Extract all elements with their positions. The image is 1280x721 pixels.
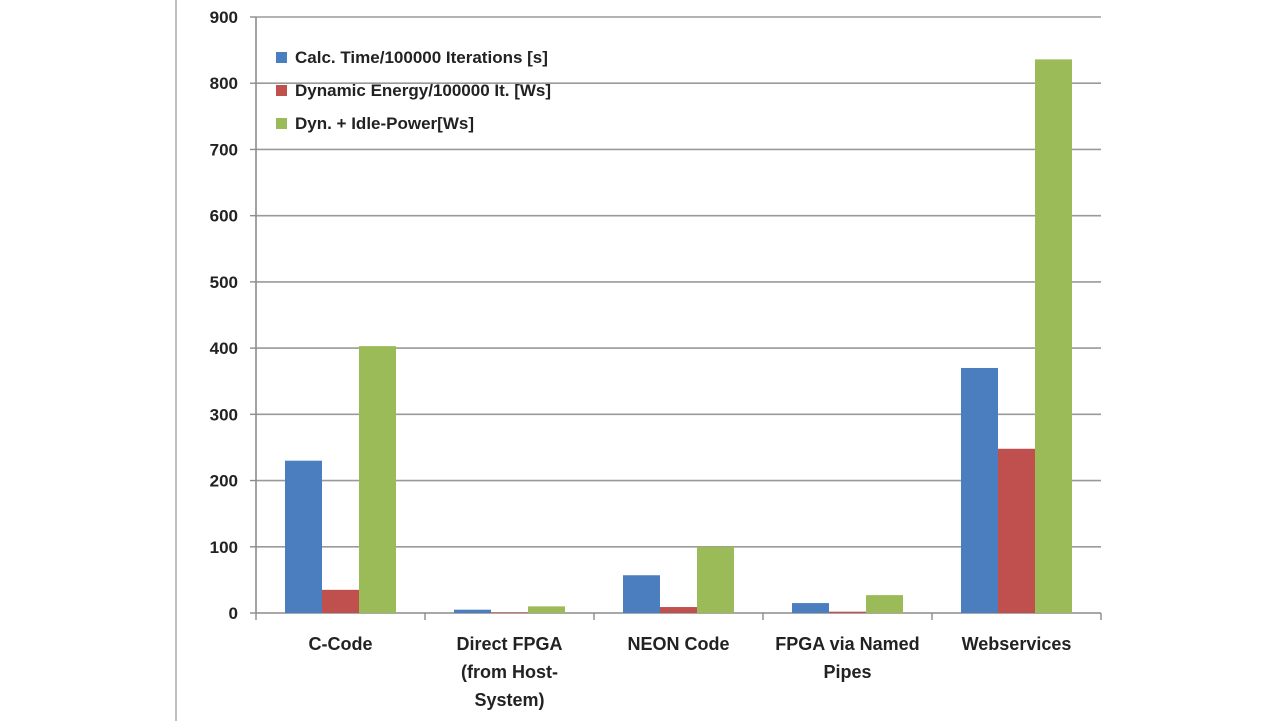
bar bbox=[792, 603, 829, 613]
bar bbox=[528, 606, 565, 613]
bar bbox=[998, 448, 1035, 613]
bar bbox=[961, 367, 998, 613]
gridlines bbox=[256, 16, 1101, 548]
bar bbox=[697, 546, 734, 613]
bar bbox=[1035, 59, 1072, 614]
x-category-label: NEON Code bbox=[627, 634, 729, 654]
y-tick-label: 100 bbox=[210, 538, 238, 557]
x-category-label: FPGA via Named bbox=[775, 634, 919, 654]
y-tick-label: 600 bbox=[210, 207, 238, 226]
legend-label: Dyn. + Idle-Power[Ws] bbox=[295, 114, 474, 133]
y-tick-label: 500 bbox=[210, 273, 238, 292]
bar bbox=[660, 607, 697, 613]
y-tick-label: 700 bbox=[210, 140, 238, 159]
y-tick-label: 200 bbox=[210, 472, 238, 491]
legend-label: Dynamic Energy/100000 It. [Ws] bbox=[295, 81, 551, 100]
y-tick-label: 400 bbox=[210, 339, 238, 358]
y-tick-label: 800 bbox=[210, 74, 238, 93]
bar bbox=[829, 611, 866, 613]
bar bbox=[491, 612, 528, 613]
bar bbox=[322, 589, 359, 613]
x-axis-category-labels: C-Code Direct FPGA (from Host- System) NEON … bbox=[309, 634, 1072, 710]
y-tick-label: 300 bbox=[210, 405, 238, 424]
bars bbox=[285, 59, 1072, 614]
legend-swatch bbox=[276, 118, 287, 129]
bar bbox=[359, 346, 396, 613]
bar bbox=[454, 609, 491, 613]
x-category-label: Pipes bbox=[823, 662, 871, 682]
x-category-label: Webservices bbox=[962, 634, 1072, 654]
x-category-label: System) bbox=[474, 690, 544, 710]
legend-label: Calc. Time/100000 Iterations [s] bbox=[295, 48, 548, 67]
legend-swatch bbox=[276, 52, 287, 63]
bar bbox=[285, 460, 322, 613]
x-category-label: (from Host- bbox=[461, 662, 558, 682]
x-category-label: C-Code bbox=[309, 634, 373, 654]
y-tick-label: 900 bbox=[210, 8, 238, 27]
y-axis-tick-labels: 0 100 200 300 400 500 600 700 800 900 bbox=[210, 8, 238, 623]
x-category-label: Direct FPGA bbox=[456, 634, 562, 654]
legend: Calc. Time/100000 Iterations [s] Dynamic … bbox=[276, 48, 551, 133]
bar bbox=[623, 575, 660, 613]
y-tick-label: 0 bbox=[229, 604, 238, 623]
legend-swatch bbox=[276, 85, 287, 96]
bar bbox=[866, 595, 903, 613]
